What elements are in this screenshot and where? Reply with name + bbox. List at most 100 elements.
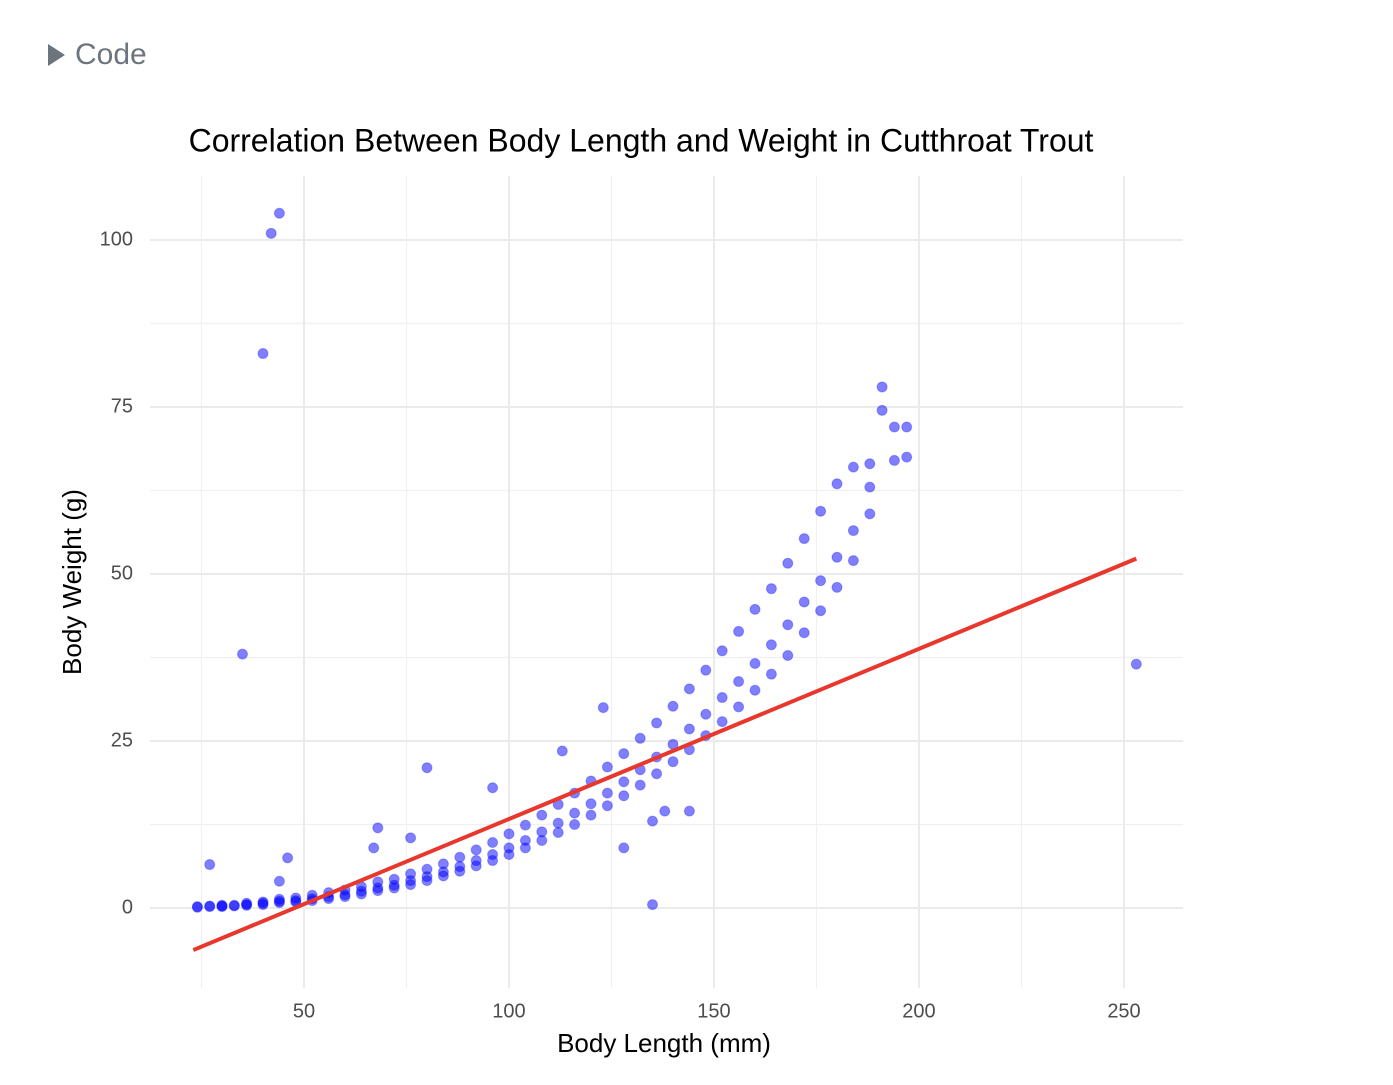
point [683, 723, 695, 735]
point [236, 648, 248, 660]
point [782, 619, 794, 631]
y-tick-label: 100 [100, 228, 133, 250]
point [556, 745, 568, 757]
point [487, 837, 499, 849]
point [552, 817, 564, 829]
point [888, 421, 900, 433]
point [667, 700, 679, 712]
regression-line [192, 556, 1138, 952]
point [716, 716, 728, 728]
point [273, 207, 285, 219]
y-tick-label: 25 [111, 729, 133, 751]
point [368, 842, 380, 854]
x-tick-label: 50 [293, 1000, 315, 1022]
point [888, 454, 900, 466]
point [536, 826, 548, 838]
point [901, 421, 913, 433]
point [487, 849, 499, 861]
point [733, 625, 745, 637]
point [901, 451, 913, 463]
point [847, 461, 859, 473]
point [273, 893, 285, 905]
point [876, 381, 888, 393]
y-tick-label: 50 [111, 562, 133, 584]
point [716, 692, 728, 704]
x-tick-label: 150 [697, 1000, 730, 1022]
point [519, 835, 531, 847]
point [782, 649, 794, 661]
point [765, 639, 777, 651]
point [437, 858, 449, 870]
point [864, 458, 876, 470]
point [618, 790, 630, 802]
point [388, 873, 400, 885]
point [815, 605, 827, 617]
point [601, 787, 613, 799]
y-axis-title: Body Weight (g) [57, 489, 87, 675]
code-toggle[interactable]: Code [75, 38, 147, 71]
point [815, 575, 827, 587]
point [536, 809, 548, 821]
point [733, 676, 745, 688]
point [847, 555, 859, 567]
point [191, 901, 203, 913]
chart-title: Correlation Between Body Length and Weig… [189, 122, 1094, 158]
point [683, 683, 695, 695]
x-axis-title: Body Length (mm) [557, 1028, 771, 1058]
point [683, 805, 695, 817]
point [487, 782, 499, 794]
point [601, 761, 613, 773]
point [228, 899, 240, 911]
point [204, 900, 216, 912]
point [798, 533, 810, 545]
point [831, 581, 843, 593]
point [798, 627, 810, 639]
point [601, 800, 613, 812]
point [651, 717, 663, 729]
point [831, 478, 843, 490]
point [716, 645, 728, 657]
point [569, 807, 581, 819]
point [618, 776, 630, 788]
point [864, 508, 876, 520]
point [618, 748, 630, 760]
point [749, 603, 761, 615]
x-tick-label: 250 [1107, 1000, 1140, 1022]
y-tick-label: 75 [111, 395, 133, 417]
point [421, 863, 433, 875]
point [257, 896, 269, 908]
point [749, 657, 761, 669]
point [782, 557, 794, 569]
point [372, 822, 384, 834]
point [864, 481, 876, 493]
point [798, 596, 810, 608]
point [470, 844, 482, 856]
point [569, 818, 581, 830]
point [700, 664, 712, 676]
point [634, 779, 646, 791]
point [651, 768, 663, 780]
point [454, 861, 466, 873]
point [204, 859, 216, 871]
point [585, 809, 597, 821]
x-tick-label: 100 [492, 1000, 525, 1022]
x-tick-label: 200 [902, 1000, 935, 1022]
point [667, 756, 679, 768]
point [519, 819, 531, 831]
point [503, 828, 515, 840]
point [241, 897, 253, 909]
point [646, 815, 658, 827]
point [597, 702, 609, 714]
point [372, 876, 384, 888]
point [216, 899, 228, 911]
point [421, 762, 433, 774]
point [765, 668, 777, 680]
point [876, 404, 888, 416]
point [831, 551, 843, 563]
disclosure-triangle[interactable] [48, 44, 65, 66]
point [257, 348, 269, 360]
point [749, 684, 761, 696]
point [1130, 658, 1142, 670]
y-tick-label: 0 [122, 896, 133, 918]
